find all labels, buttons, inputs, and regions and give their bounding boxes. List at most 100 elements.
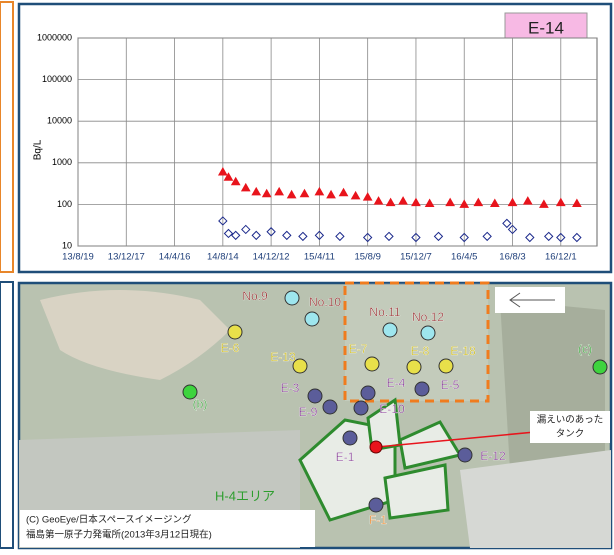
data-point (338, 187, 349, 197)
y-tick-label: 10 (62, 240, 72, 250)
map-point-label: E-5 (441, 378, 460, 392)
map-point-label: E-4 (387, 376, 406, 390)
map-point-label: E-9 (299, 405, 318, 419)
map-point-label: E-6 (221, 341, 240, 355)
map-point (382, 322, 398, 338)
map-point-label: E-7 (349, 342, 368, 356)
data-point (556, 232, 566, 243)
y-tick-label: 100 (57, 199, 72, 209)
data-point (274, 186, 285, 196)
tank-field (460, 450, 611, 548)
y-tick-label: 1000000 (37, 32, 72, 42)
data-point (522, 196, 533, 205)
map-point (227, 324, 243, 340)
x-tick-label: 14/4/16 (159, 252, 191, 263)
x-tick-label: 14/8/14 (207, 252, 239, 263)
map-point (322, 399, 338, 415)
map-point (292, 358, 308, 374)
plot-area (77, 37, 598, 247)
data-point (251, 186, 262, 196)
map-point (406, 359, 422, 375)
x-tick-label: 13/8/19 (62, 252, 94, 263)
data-point (433, 231, 444, 242)
data-point (572, 232, 582, 243)
map-point-label: (b) (193, 397, 208, 411)
map: No.9 No.10 No.11 No.12 E-6 E-13 E-7 E-8 E-18 E-3 E… (17, 281, 613, 550)
x-tick-label: 15/8/9 (354, 252, 380, 263)
data-point (502, 218, 512, 229)
data-point (539, 199, 549, 208)
data-point (230, 176, 241, 186)
map-point-label: (c) (578, 342, 592, 356)
data-point (424, 198, 435, 208)
left-frame (0, 1, 14, 273)
data-point (373, 196, 384, 205)
map-point-label: No.12 (412, 310, 444, 324)
data-point (544, 231, 554, 242)
credit-text: 福島第一原子力発電所(2013年3月12日現在) (26, 529, 212, 541)
y-axis-label: Bq/L (33, 139, 44, 160)
map-point (360, 385, 376, 401)
map-point-label: E-1 (336, 450, 355, 464)
x-tick-label: 16/4/5 (451, 252, 477, 263)
map-point-label: E-10 (379, 402, 405, 416)
data-point (385, 197, 396, 207)
map-point (457, 447, 473, 463)
map-point (307, 388, 323, 404)
data-point (555, 197, 566, 207)
x-tick-label: 16/12/1 (545, 252, 577, 263)
map-point (284, 290, 300, 306)
map-point-label: E-3 (281, 381, 300, 395)
y-tick-label: 100000 (42, 74, 72, 84)
data-point (240, 182, 251, 192)
map-point-label: F-1 (369, 513, 387, 527)
map-point (438, 358, 454, 374)
data-point (489, 198, 500, 208)
data-point (362, 192, 373, 201)
map-point (420, 325, 436, 341)
map-point-label: E-12 (480, 449, 506, 463)
data-point (507, 224, 518, 235)
map-point (304, 311, 320, 327)
data-point (384, 231, 394, 242)
map-point (342, 430, 358, 446)
data-point (241, 224, 251, 235)
data-point (266, 227, 276, 237)
map-point-label: E-13 (270, 350, 296, 364)
terrain (40, 290, 230, 380)
map-point (414, 381, 430, 397)
data-point (298, 231, 308, 242)
credit-text: (C) GeoEye/日本スペースイメージング (26, 514, 192, 526)
data-point (445, 197, 456, 207)
data-point (350, 190, 361, 200)
map-point (592, 359, 608, 375)
data-point (335, 231, 345, 242)
data-point (251, 230, 261, 241)
data-point (326, 189, 336, 199)
data-point (525, 232, 535, 243)
map-point (182, 384, 198, 400)
tank-block (383, 463, 450, 520)
map-point (353, 400, 369, 416)
data-point (398, 196, 408, 205)
data-point (411, 197, 421, 207)
chart-title: E-14 (528, 18, 564, 37)
data-point (299, 188, 310, 198)
data-point (314, 230, 325, 241)
x-tick-label: 15/4/11 (304, 252, 335, 263)
y-tick-label: 1000 (52, 157, 72, 167)
data-point (282, 230, 292, 241)
leak-label: タンク (556, 429, 585, 440)
data-point (572, 198, 582, 208)
data-point (482, 231, 492, 242)
focus-area (343, 281, 490, 403)
x-tick-label: 14/12/12 (253, 252, 290, 263)
x-tick-label: 15/12/7 (400, 252, 432, 263)
leak-pointer (376, 431, 536, 448)
area-label: H-4エリア (215, 488, 275, 503)
data-point (223, 172, 234, 181)
data-point (459, 232, 469, 243)
left-frame (0, 281, 14, 549)
